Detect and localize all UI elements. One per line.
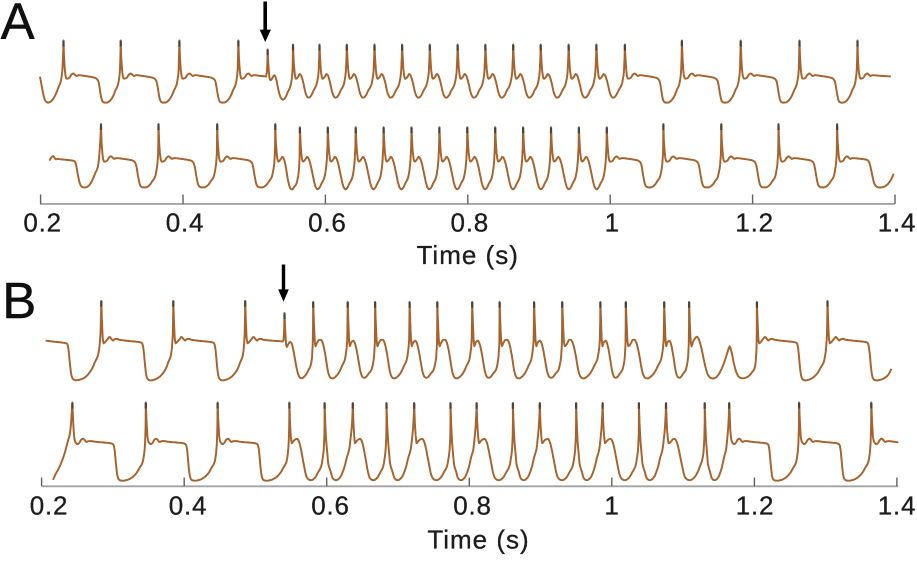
svg-text:0.6: 0.6 <box>311 491 350 521</box>
svg-text:1: 1 <box>605 207 620 237</box>
svg-text:A: A <box>1 0 35 50</box>
svg-text:0.6: 0.6 <box>308 207 347 237</box>
svg-text:1.2: 1.2 <box>735 207 774 237</box>
svg-text:0.8: 0.8 <box>451 207 490 237</box>
svg-text:0.2: 0.2 <box>30 491 69 521</box>
svg-text:Time (s): Time (s) <box>427 525 529 555</box>
svg-text:0.4: 0.4 <box>166 207 205 237</box>
svg-text:1.4: 1.4 <box>878 207 917 237</box>
svg-text:Time (s): Time (s) <box>417 240 519 270</box>
svg-text:0.2: 0.2 <box>23 207 62 237</box>
svg-text:B: B <box>2 272 36 329</box>
svg-text:1.4: 1.4 <box>878 491 917 521</box>
svg-text:0.4: 0.4 <box>169 491 208 521</box>
svg-text:0.8: 0.8 <box>453 491 492 521</box>
svg-text:1.2: 1.2 <box>736 491 775 521</box>
svg-text:1: 1 <box>604 491 619 521</box>
